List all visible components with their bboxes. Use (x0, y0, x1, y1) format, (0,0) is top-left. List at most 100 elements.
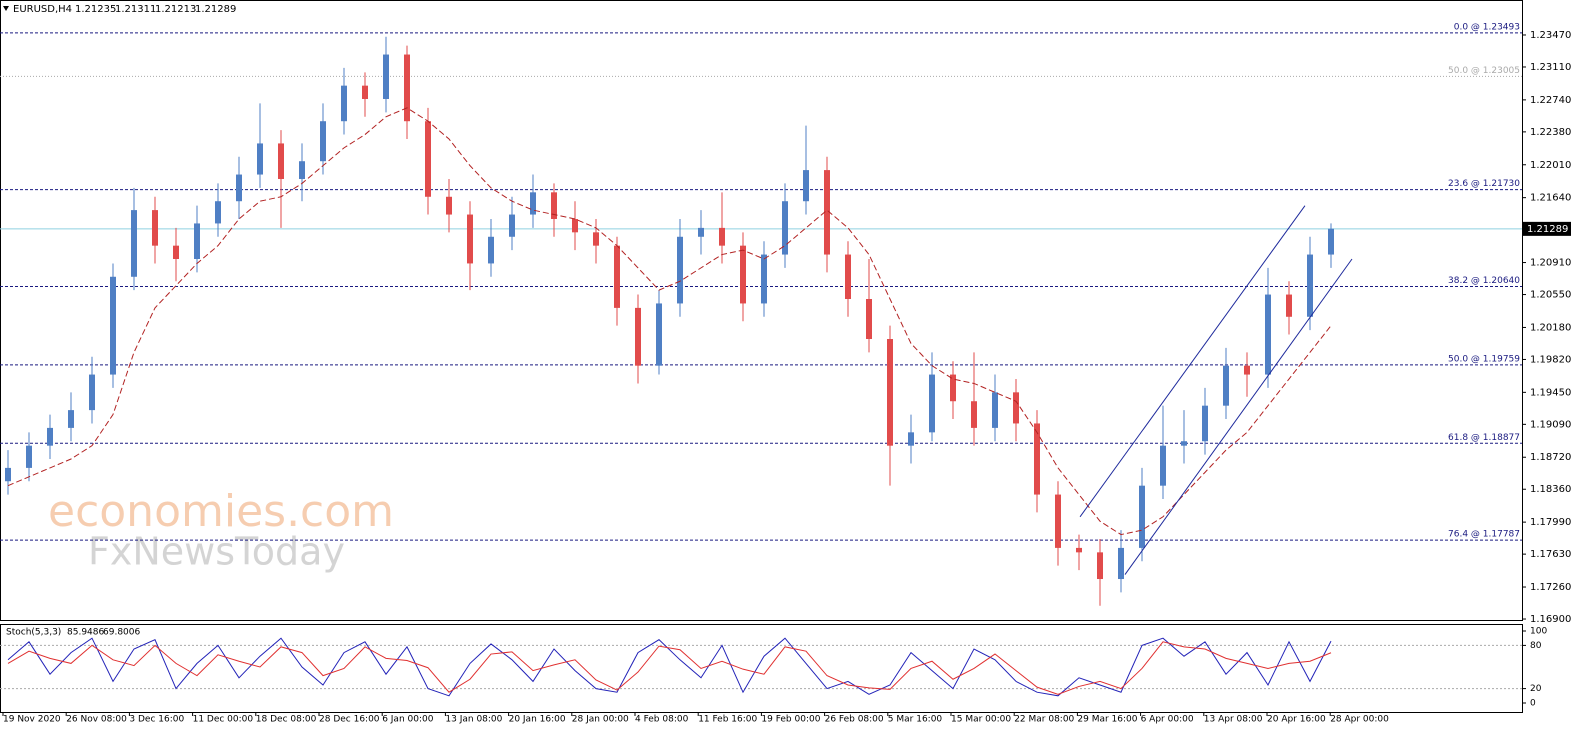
stoch-signal-value: 69.8006 (103, 628, 140, 638)
candle-body (341, 85, 347, 122)
fib-level-label: 76.4 @ 1.17787 (1448, 530, 1520, 540)
y-tick-label: 1.19820 (1530, 354, 1571, 365)
y-tick-label: 1.16900 (1530, 614, 1571, 625)
stoch-line (7, 637, 1332, 697)
x-tick-label: 26 Feb 08:00 (825, 715, 884, 725)
candle-body (1286, 294, 1292, 317)
x-tick-label: 11 Dec 00:00 (193, 715, 254, 725)
x-tick-label: 13 Jan 08:00 (445, 715, 502, 725)
y-tick-label: 1.21640 (1530, 193, 1571, 204)
candle-body (1328, 228, 1334, 255)
candle-body (530, 192, 536, 215)
y-tick-label: 1.20550 (1530, 290, 1571, 301)
y-tick-label: 1.22740 (1530, 95, 1571, 106)
candle-body (47, 427, 53, 446)
y-tick-label: 20 (1530, 684, 1542, 694)
stoch-main-value: 85.9486 (67, 628, 104, 638)
candle-body (551, 192, 557, 219)
candle-body (908, 432, 914, 446)
x-tick-label: 20 Apr 16:00 (1267, 715, 1326, 725)
x-tick-label: 28 Apr 00:00 (1330, 715, 1389, 725)
candle-body (383, 54, 389, 99)
y-tick-label: 1.19090 (1530, 419, 1571, 430)
y-tick-label: 1.19450 (1530, 387, 1571, 398)
candle-body (404, 54, 410, 122)
y-tick-label: 1.22380 (1530, 127, 1571, 138)
candle-body (5, 467, 11, 482)
candle-body (1307, 254, 1313, 317)
x-tick-label: 28 Jan 00:00 (572, 715, 629, 725)
candle-body (1034, 423, 1040, 495)
header-low: 1.21213 (155, 4, 196, 15)
x-tick-label: 11 Feb 16:00 (698, 715, 757, 725)
y-tick-label: 80 (1530, 641, 1542, 651)
x-tick-label: 22 Mar 08:00 (1014, 715, 1074, 725)
candle-body (719, 227, 725, 246)
main-panel-frame (0, 0, 1523, 621)
x-tick-label: 5 Mar 16:00 (888, 715, 943, 725)
price-label: 1.21289 (1527, 224, 1568, 235)
candle-body (89, 374, 95, 411)
candle-body (992, 392, 998, 428)
candle-body (824, 170, 830, 255)
y-tick-label: 1.17990 (1530, 517, 1571, 528)
stoch-line (7, 641, 1332, 695)
candle-body (173, 245, 179, 259)
x-tick-label: 15 Mar 00:00 (951, 715, 1011, 725)
fib-level-label: 23.6 @ 1.21730 (1448, 179, 1520, 189)
candle-body (131, 210, 137, 277)
y-tick-label: 1.23470 (1530, 30, 1571, 41)
candle-body (1244, 365, 1250, 375)
y-tick-label: 1.17630 (1530, 549, 1571, 560)
y-tick-label: 1.22010 (1530, 160, 1571, 171)
x-tick-label: 19 Nov 2020 (3, 715, 61, 725)
candle-body (236, 174, 242, 202)
fib-level-label: 38.2 @ 1.20640 (1448, 276, 1520, 286)
fib-level-label: 0.0 @ 1.23493 (1454, 22, 1520, 32)
candle-body (887, 339, 893, 446)
x-tick-label: 6 Jan 00:00 (382, 715, 434, 725)
candle-body (320, 121, 326, 162)
x-tick-label: 3 Dec 16:00 (129, 715, 184, 725)
x-tick-label: 4 Feb 08:00 (635, 715, 689, 725)
candle-body (68, 410, 74, 428)
candle-body (1202, 405, 1208, 442)
candle-body (782, 201, 788, 255)
fib-level-label: 50.0 @ 1.19759 (1448, 354, 1520, 364)
candle-body (593, 232, 599, 246)
candle-body (635, 307, 641, 366)
candle-body (1097, 552, 1103, 580)
candle-body (698, 227, 704, 237)
header-high: 1.21311 (115, 4, 156, 15)
symbol-title: EURUSD,H4 (13, 4, 72, 15)
candle-body (1055, 494, 1061, 548)
candle-body (110, 276, 116, 375)
symbol-menu-arrow[interactable] (3, 6, 9, 11)
price-label-box (1523, 221, 1571, 236)
stoch-title: Stoch(5,3,3) (6, 628, 61, 638)
y-tick-label: 0 (1530, 699, 1536, 709)
candle-body (215, 201, 221, 224)
y-tick-label: 1.20180 (1530, 322, 1571, 333)
candle-body (362, 85, 368, 99)
candle-body (425, 121, 431, 197)
candle-body (761, 254, 767, 304)
stoch-panel-frame (0, 624, 1523, 713)
x-tick-label: 26 Nov 08:00 (66, 715, 127, 725)
candle-body (929, 374, 935, 433)
candle-body (152, 210, 158, 246)
x-tick-label: 18 Dec 08:00 (256, 715, 317, 725)
y-tick-label: 1.18720 (1530, 452, 1571, 463)
candle-body (26, 445, 32, 468)
candle-body (467, 214, 473, 264)
candle-body (740, 245, 746, 304)
candle-body (257, 143, 263, 175)
candle-body (1265, 294, 1271, 375)
candle-body (614, 245, 620, 308)
candle-body (1160, 445, 1166, 486)
candle-body (1181, 441, 1187, 446)
channel-line (1124, 258, 1353, 575)
x-tick-label: 20 Jan 16:00 (509, 715, 566, 725)
candle-body (446, 196, 452, 215)
candle-body (803, 170, 809, 202)
